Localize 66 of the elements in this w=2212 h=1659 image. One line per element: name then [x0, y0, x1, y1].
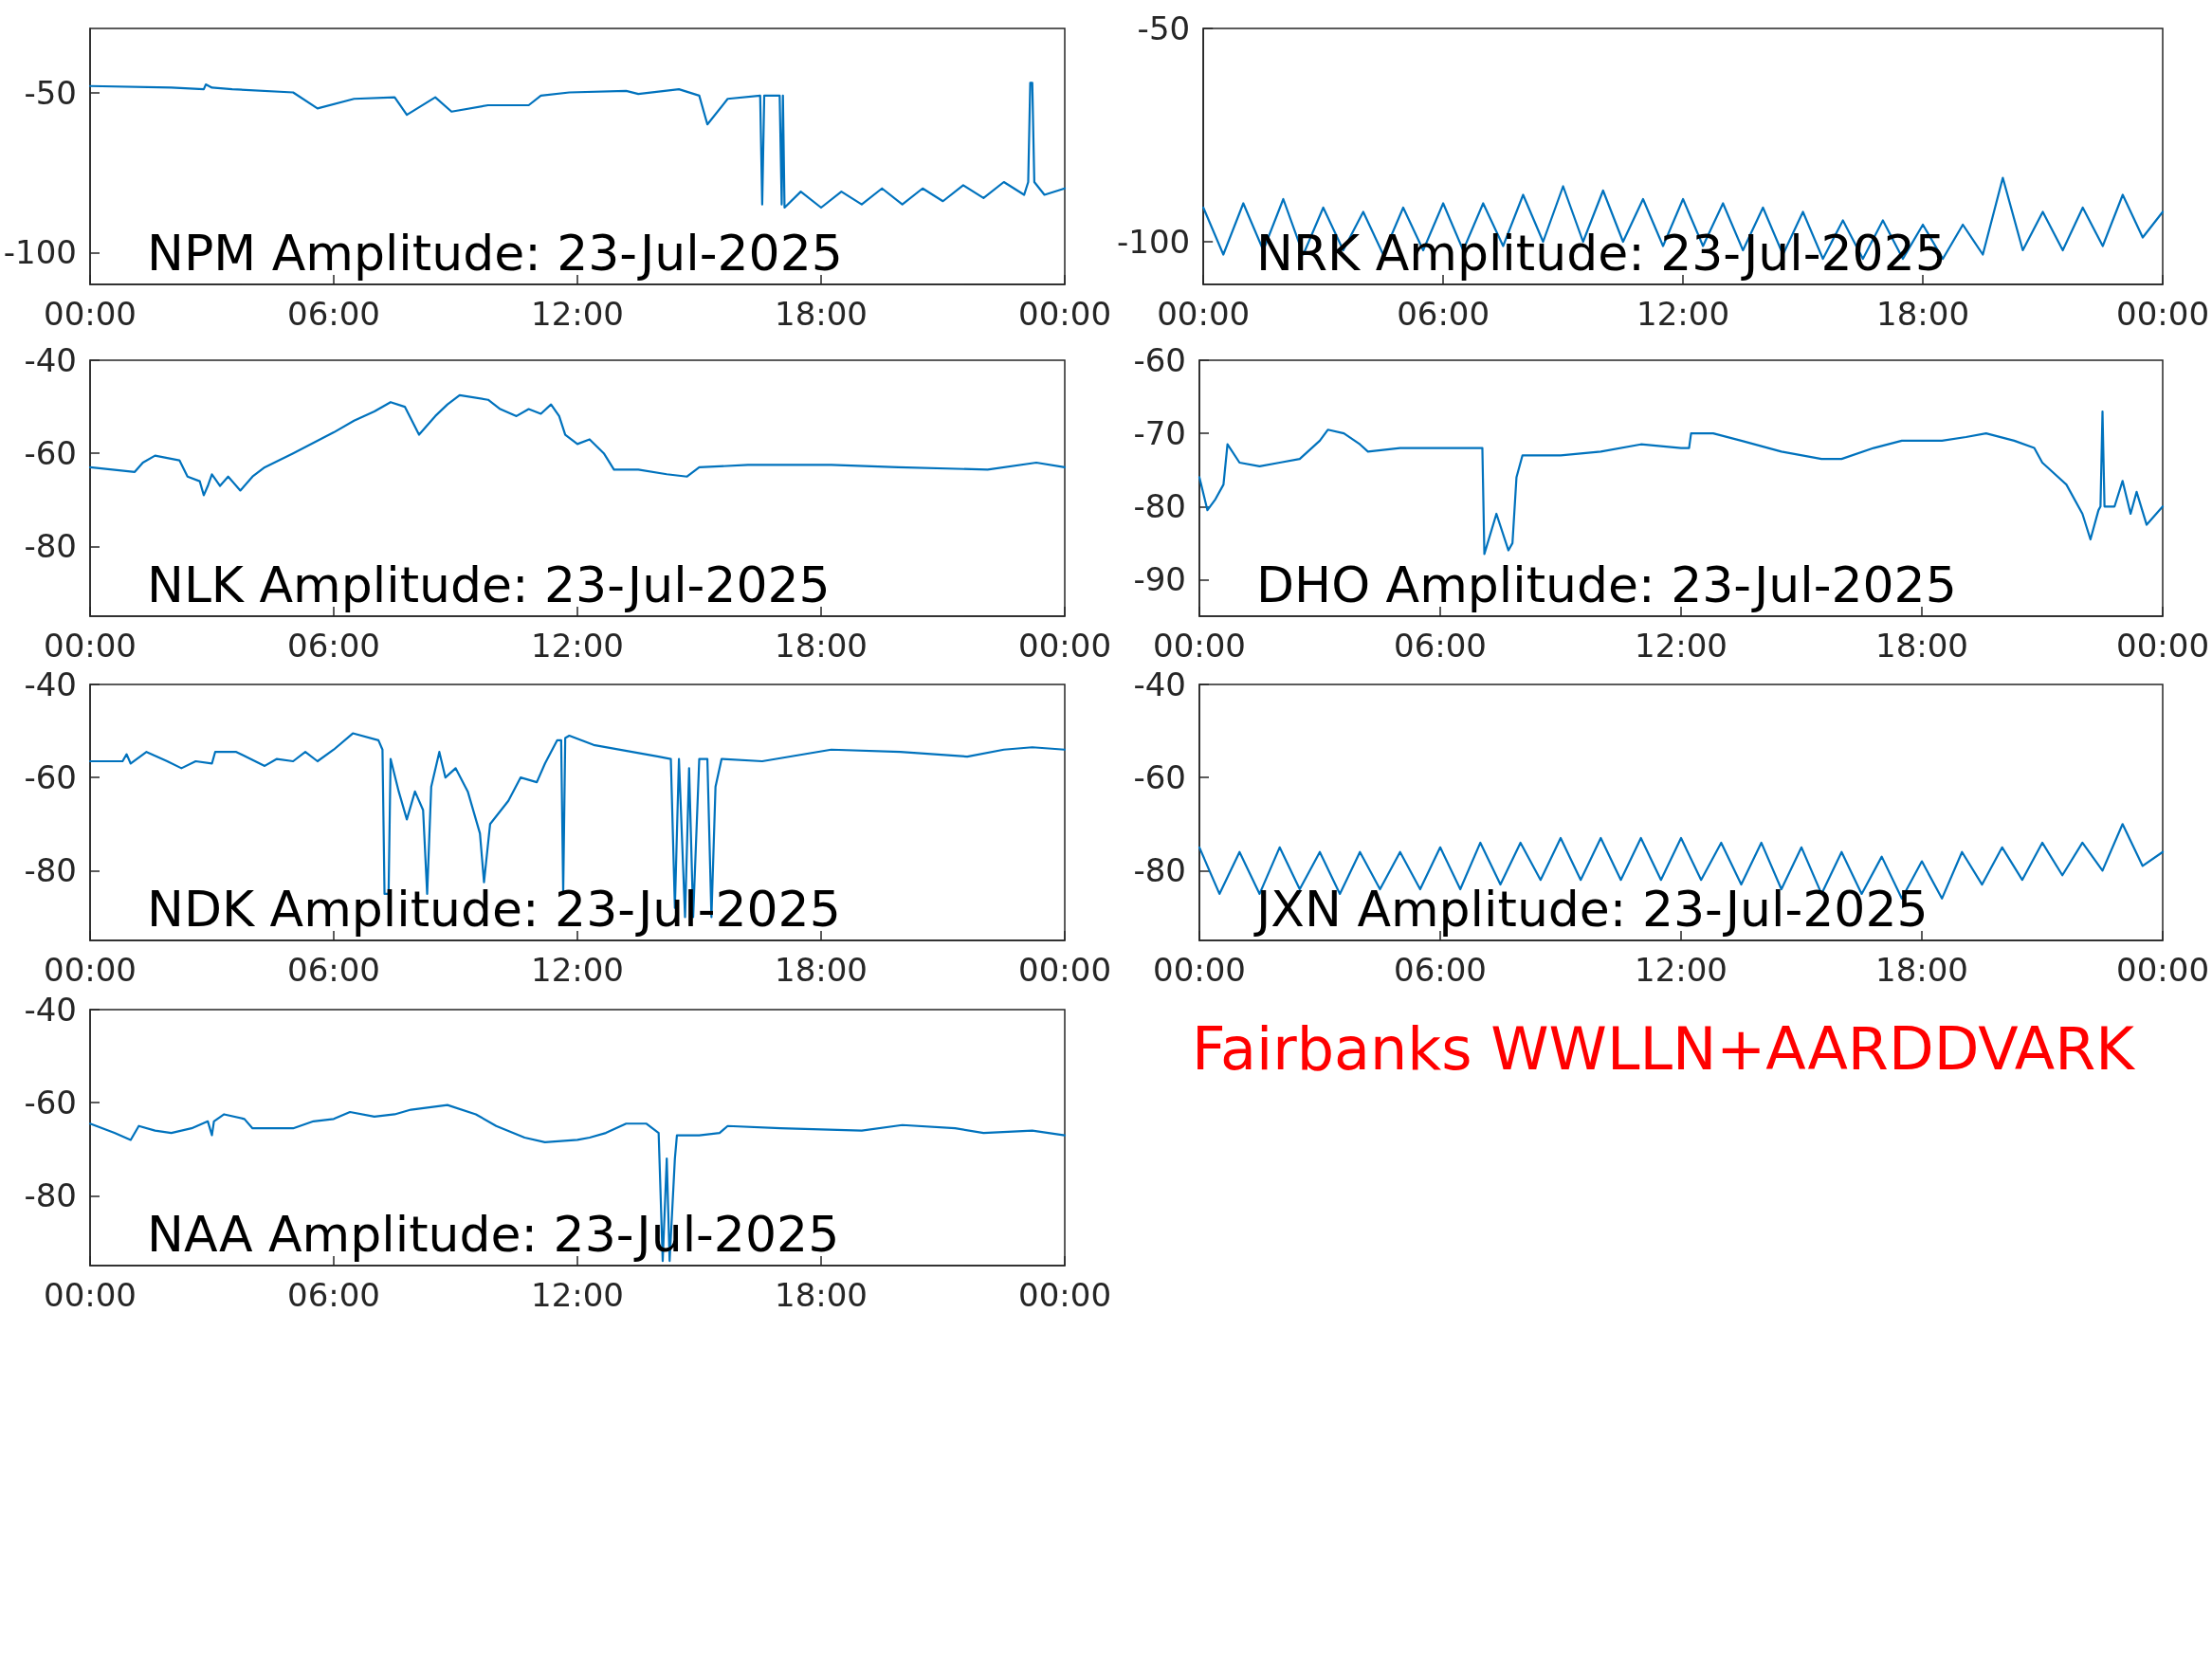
x-tick-label: 00:00 — [1153, 951, 1246, 989]
text: NRK Amplitude: 23-Jul-2025 — [1256, 225, 1947, 282]
text: NDK Amplitude: 23-Jul-2025 — [147, 881, 841, 938]
x-tick-label: 06:00 — [1394, 951, 1487, 989]
text: NPM Amplitude: 23-Jul-2025 — [147, 225, 843, 282]
x-tick-label: 06:00 — [287, 1276, 380, 1314]
y-tick-label: -60 — [24, 1084, 77, 1122]
text: JXN Amplitude: 23-Jul-2025 — [1253, 881, 1929, 938]
x-tick-label: 18:00 — [775, 627, 868, 665]
x-tick-label: 18:00 — [1875, 627, 1968, 665]
line-series — [88, 1103, 1067, 1263]
x-tick-label: 06:00 — [287, 951, 380, 989]
y-tick-label: -80 — [24, 1176, 77, 1215]
x-tick-label: 12:00 — [531, 295, 624, 333]
y-tick-label: -40 — [1133, 665, 1186, 703]
line-series — [88, 393, 1067, 497]
y-tick-label: -50 — [24, 73, 77, 112]
text: DHO Amplitude: 23-Jul-2025 — [1256, 556, 1957, 613]
x-tick-label: 12:00 — [1635, 627, 1728, 665]
x-tick-label: 12:00 — [531, 951, 624, 989]
y-tick-label: -80 — [24, 851, 77, 890]
y-tick-label: -80 — [1133, 487, 1186, 526]
x-tick-label: 00:00 — [2116, 951, 2209, 989]
x-tick-label: 06:00 — [287, 295, 380, 333]
y-tick-label: -80 — [1133, 851, 1186, 890]
y-tick-label: -40 — [24, 991, 77, 1029]
line-series — [88, 82, 1067, 210]
y-tick-label: -40 — [24, 665, 77, 703]
text: Fairbanks WWLLN+AARDDVARK — [1191, 1014, 2136, 1084]
x-tick-label: 18:00 — [775, 1276, 868, 1314]
y-tick-label: -70 — [1133, 414, 1186, 453]
x-tick-label: 00:00 — [2116, 295, 2209, 333]
x-tick-label: 12:00 — [1635, 951, 1728, 989]
x-tick-label: 12:00 — [1636, 295, 1730, 333]
x-tick-label: 00:00 — [1157, 295, 1251, 333]
x-tick-label: 00:00 — [44, 1276, 137, 1314]
y-tick-label: -90 — [1133, 560, 1186, 599]
x-tick-label: 06:00 — [1397, 295, 1490, 333]
x-tick-label: 00:00 — [1153, 627, 1246, 665]
text: NLK Amplitude: 23-Jul-2025 — [147, 556, 831, 613]
x-tick-label: 18:00 — [775, 295, 868, 333]
y-tick-label: -80 — [24, 527, 77, 566]
x-tick-label: 18:00 — [775, 951, 868, 989]
y-tick-label: -60 — [1133, 758, 1186, 797]
line-series — [1197, 410, 2165, 556]
x-tick-label: 00:00 — [1018, 1276, 1111, 1314]
x-tick-label: 00:00 — [44, 627, 137, 665]
x-tick-label: 00:00 — [2116, 627, 2209, 665]
y-tick-label: -100 — [3, 233, 77, 272]
x-tick-label: 18:00 — [1876, 295, 1970, 333]
x-tick-label: 00:00 — [44, 951, 137, 989]
x-tick-label: 00:00 — [1018, 627, 1111, 665]
x-tick-label: 00:00 — [1018, 951, 1111, 989]
x-tick-label: 12:00 — [531, 1276, 624, 1314]
x-tick-label: 12:00 — [531, 627, 624, 665]
y-tick-label: -100 — [1116, 223, 1191, 261]
x-tick-label: 00:00 — [44, 295, 137, 333]
y-tick-label: -60 — [1133, 341, 1186, 379]
x-tick-label: 18:00 — [1875, 951, 1968, 989]
x-tick-label: 00:00 — [1018, 295, 1111, 333]
y-tick-label: -60 — [24, 434, 77, 473]
y-tick-label: -60 — [24, 758, 77, 797]
y-tick-label: -50 — [1137, 9, 1191, 47]
y-tick-label: -40 — [24, 341, 77, 379]
x-tick-label: 06:00 — [1394, 627, 1487, 665]
x-tick-label: 06:00 — [287, 627, 380, 665]
